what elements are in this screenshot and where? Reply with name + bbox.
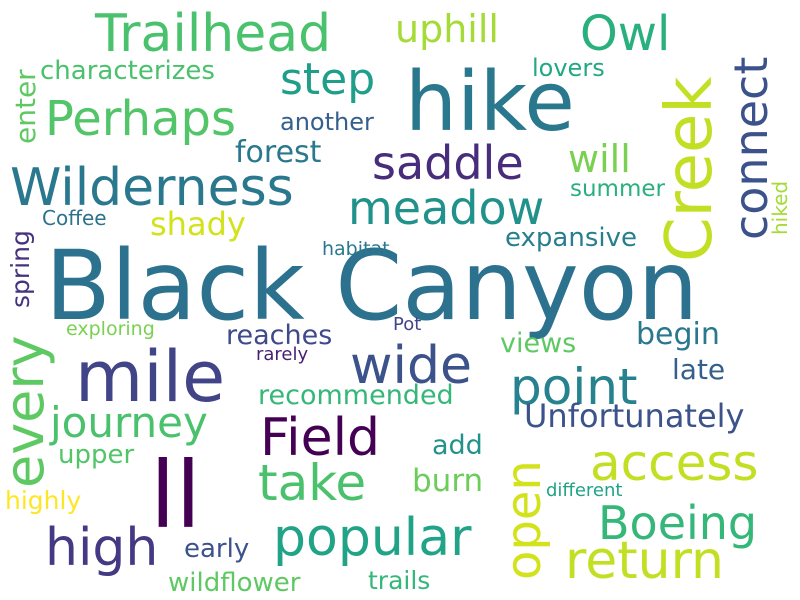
word-every: every: [0, 335, 56, 488]
word-reaches: reaches: [226, 320, 333, 351]
word-begin: begin: [636, 317, 720, 352]
word-step: step: [280, 54, 376, 105]
word-enter: enter: [9, 69, 42, 144]
word-boeing: Boeing: [598, 496, 758, 550]
word-take: take: [258, 454, 367, 512]
word-expansive: expansive: [505, 223, 637, 253]
word-creek: Creek: [653, 76, 727, 262]
word-different: different: [546, 480, 623, 501]
word-uphill: uphill: [395, 7, 499, 51]
word-access: access: [590, 434, 759, 492]
word-characterizes: characterizes: [40, 56, 215, 86]
word-lovers: lovers: [532, 54, 605, 82]
word-owl: Owl: [580, 6, 671, 62]
word-perhaps: Perhaps: [45, 91, 236, 147]
word-mile: mile: [75, 336, 226, 418]
word-hiked: hiked: [768, 180, 792, 235]
word-forest: forest: [235, 135, 322, 170]
word-point: point: [510, 358, 638, 416]
word-black-canyon: Black Canyon: [45, 230, 699, 342]
word-open: open: [496, 460, 552, 580]
word-add: add: [432, 430, 483, 461]
word-ll: ll: [150, 442, 202, 549]
word-coffee: Coffee: [42, 206, 107, 230]
word-meadow: meadow: [348, 181, 545, 235]
word-saddle: saddle: [372, 136, 524, 190]
word-another: another: [280, 108, 374, 136]
word-will: will: [568, 137, 631, 181]
word-views: views: [500, 328, 577, 359]
word-highly: highly: [5, 486, 82, 515]
word-return: return: [565, 531, 724, 591]
word-summer: summer: [570, 176, 665, 202]
word-recommended: recommended: [258, 380, 454, 411]
word-unfortunately: Unfortunately: [524, 397, 745, 435]
word-journey: journey: [50, 398, 208, 447]
word-habitat: habitat: [322, 238, 390, 260]
word-rarely: rarely: [256, 344, 309, 365]
word-wilderness: Wilderness: [10, 158, 294, 218]
word-upper: upper: [58, 440, 135, 470]
word-late: late: [672, 353, 726, 386]
word-burn: burn: [412, 463, 484, 499]
word-pot: Pot: [393, 314, 422, 335]
word-hike: hike: [405, 55, 575, 150]
word-exploring: exploring: [66, 318, 155, 340]
word-popular: popular: [273, 508, 472, 568]
word-trailhead: Trailhead: [95, 4, 332, 64]
word-early: early: [184, 534, 250, 564]
word-wide: wide: [350, 336, 472, 396]
word-field: Field: [260, 408, 381, 468]
word-spring: spring: [6, 230, 35, 308]
word-shady: shady: [150, 205, 246, 243]
word-high: high: [45, 518, 159, 578]
word-wildflower: wildflower: [168, 568, 301, 598]
word-trails: trails: [368, 566, 431, 595]
